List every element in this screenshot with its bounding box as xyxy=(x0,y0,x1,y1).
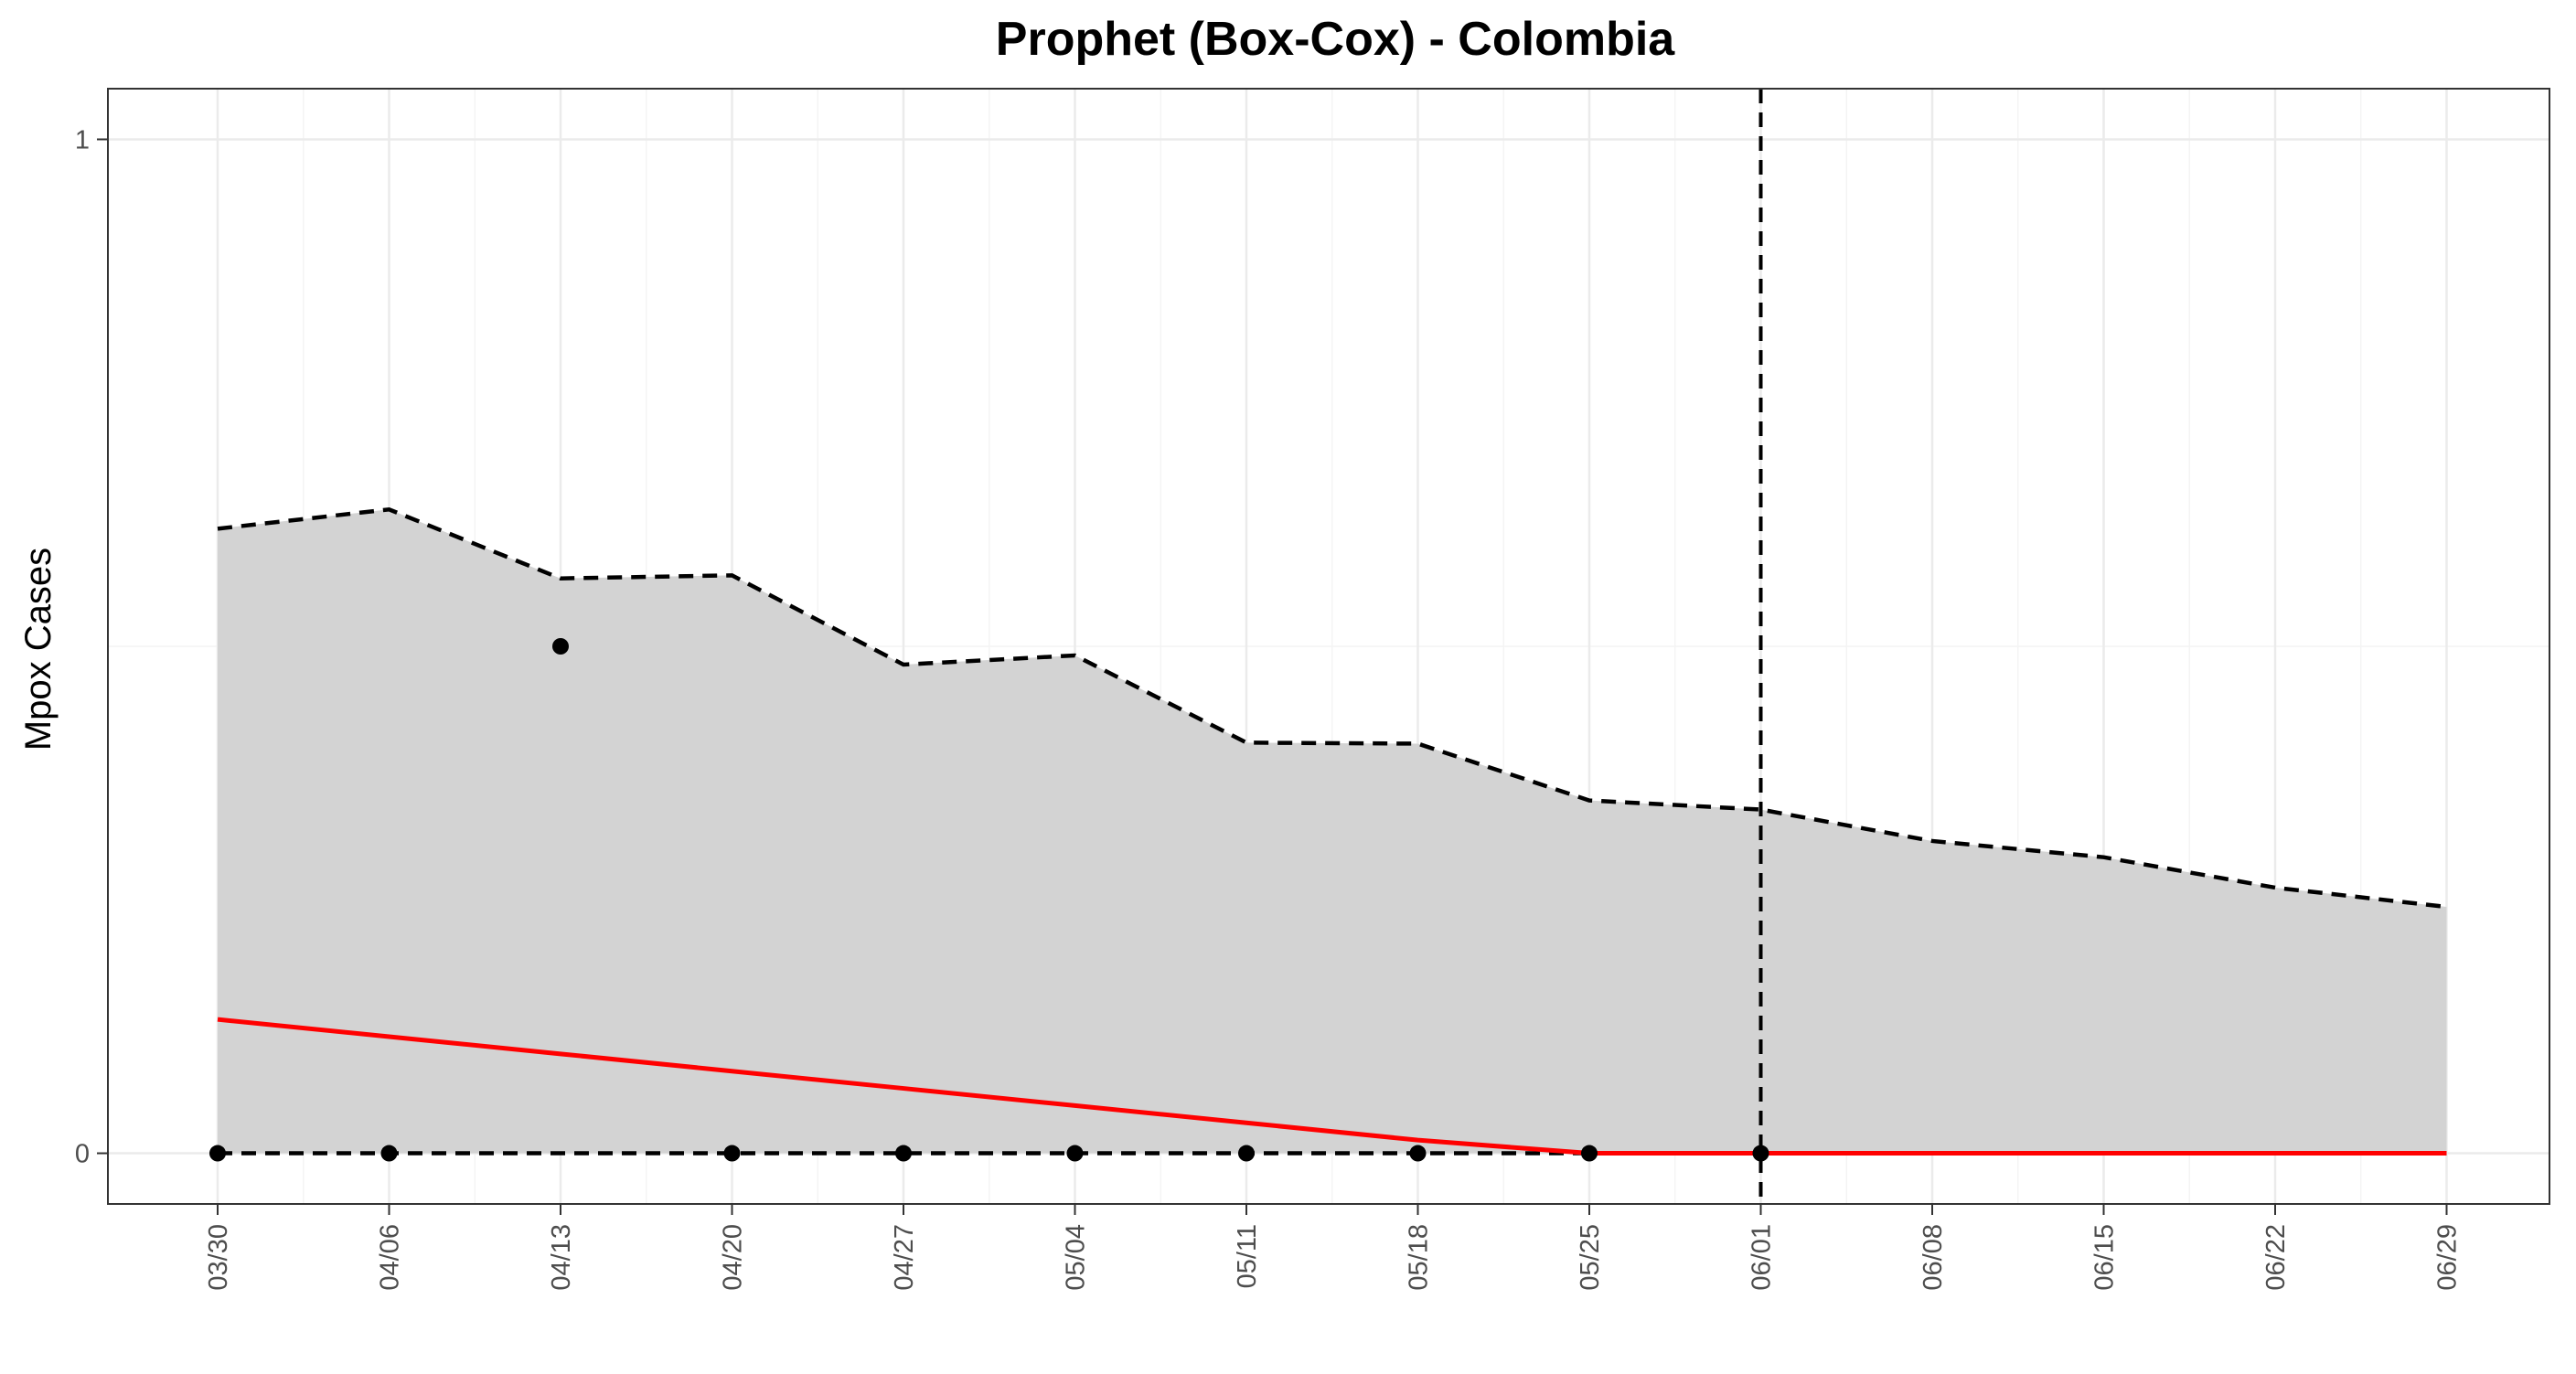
y-tick-label: 0 xyxy=(75,1140,90,1169)
observed-point xyxy=(895,1145,912,1162)
observed-point xyxy=(209,1145,226,1162)
x-tick-label: 04/20 xyxy=(719,1224,748,1291)
observed-point xyxy=(1238,1145,1255,1162)
x-tick-label: 06/15 xyxy=(2090,1224,2120,1291)
x-tick-label: 05/04 xyxy=(1062,1224,1091,1291)
y-axis-label: Mpox Cases xyxy=(18,548,59,751)
interval-band-area xyxy=(218,509,2447,1154)
chart-title: Prophet (Box-Cox) - Colombia xyxy=(996,13,1676,66)
fitted-line xyxy=(217,1017,2447,1156)
observed-point xyxy=(1752,1145,1769,1162)
x-tick-label: 06/08 xyxy=(1919,1224,1948,1291)
x-tick-label: 05/25 xyxy=(1576,1224,1605,1291)
x-tick-label: 04/06 xyxy=(376,1224,405,1291)
x-tick-label: 04/27 xyxy=(890,1224,919,1291)
x-tick-label: 06/01 xyxy=(1748,1224,1777,1291)
prediction-interval-band xyxy=(218,509,2447,1154)
x-tick-label: 06/22 xyxy=(2261,1224,2291,1291)
y-axis-ticks: 01 xyxy=(75,125,108,1169)
x-tick-label: 05/11 xyxy=(1233,1224,1262,1288)
x-tick-label: 05/18 xyxy=(1405,1224,1434,1291)
observed-point xyxy=(380,1145,398,1162)
x-tick-label: 06/29 xyxy=(2433,1224,2463,1291)
x-axis-ticks: 03/30 04/06 04/13 04/20 04/27 05/04 05/11 05/18… xyxy=(204,1204,2463,1291)
observed-point xyxy=(723,1145,741,1162)
x-tick-label: 04/13 xyxy=(547,1224,576,1291)
panel-border xyxy=(107,88,2550,1205)
x-tick-label: 03/30 xyxy=(204,1224,233,1291)
upper-bound-line xyxy=(217,506,2447,910)
fitted-line-group xyxy=(217,1017,2447,1156)
observed-point xyxy=(552,638,569,655)
observed-point xyxy=(1581,1145,1598,1162)
observed-point xyxy=(1066,1145,1084,1162)
y-tick-label: 1 xyxy=(75,125,90,154)
observed-point xyxy=(1409,1145,1427,1162)
observed-points xyxy=(209,638,1769,1162)
